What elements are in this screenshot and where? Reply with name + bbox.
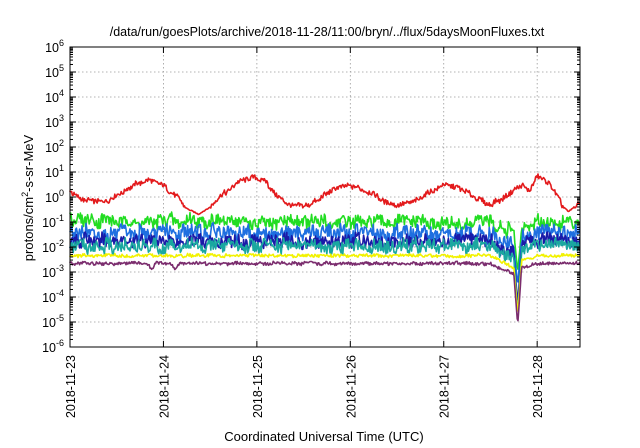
y-tick-label-exp: -2: [56, 238, 64, 248]
y-tick-label-base: 10: [45, 91, 59, 105]
y-tick-label-base: 10: [45, 191, 59, 205]
y-tick-label: 10-4: [42, 288, 64, 305]
y-tick-label-base: 10: [45, 116, 59, 130]
y-tick-label: 104: [45, 88, 64, 105]
y-tick-label-exp: 3: [59, 113, 64, 123]
y-tick-label-exp: 2: [59, 138, 64, 148]
y-tick-label: 102: [45, 138, 64, 155]
series-layer: [69, 173, 581, 322]
y-tick-label-base: 10: [42, 216, 56, 230]
y-tick-label-base: 10: [42, 316, 56, 330]
x-tick-label: 2018-11-27: [438, 355, 452, 418]
series-line-1: [69, 211, 581, 271]
y-tick-label-base: 10: [42, 266, 56, 280]
y-tick-label-exp: 6: [59, 38, 64, 48]
axis-ticks: [69, 46, 580, 348]
series-line-5: [69, 252, 581, 312]
y-axis-label-rest: -s-sr-MeV: [21, 134, 36, 191]
y-tick-label: 10-5: [42, 313, 64, 330]
y-tick-label-exp: 5: [59, 63, 64, 73]
y-tick-label: 103: [45, 113, 64, 130]
y-tick-label-base: 10: [45, 166, 59, 180]
y-tick-label: 101: [45, 163, 64, 180]
x-tick-labels: 2018-11-23 2018-11-24 2018-11-25 2018-11-26…: [64, 355, 545, 418]
x-tick-label: 2018-11-24: [157, 355, 171, 418]
y-tick-label-base: 10: [42, 241, 56, 255]
x-tick-label: 2018-11-28: [531, 355, 545, 418]
x-axis-label: Coordinated Universal Time (UTC): [224, 429, 423, 444]
y-tick-label-exp: 4: [59, 88, 64, 98]
y-tick-labels: 10-610-510-410-310-210-11001011021031041…: [42, 38, 64, 355]
y-tick-label-base: 10: [45, 66, 59, 80]
y-axis-label: protons/cm2-s-sr-MeV: [20, 134, 36, 261]
y-tick-label-exp: -1: [56, 213, 64, 223]
series-line-4: [69, 236, 581, 311]
y-axis-label-base: protons/cm: [21, 197, 36, 261]
y-tick-label-exp: -5: [56, 313, 64, 323]
y-tick-label: 10-6: [42, 338, 64, 355]
series-line-0: [69, 173, 581, 216]
x-tick-label: 2018-11-26: [344, 355, 358, 418]
x-tick-label: 2018-11-23: [64, 355, 78, 418]
series-line-6: [69, 260, 581, 322]
y-tick-label: 105: [45, 63, 64, 80]
y-tick-label-base: 10: [42, 341, 56, 355]
y-tick-label-exp: -6: [56, 338, 64, 348]
y-tick-label: 100: [45, 188, 64, 205]
y-tick-label: 10-2: [42, 238, 64, 255]
chart-title: /data/run/goesPlots/archive/2018-11-28/1…: [110, 25, 545, 39]
y-tick-label: 10-3: [42, 263, 64, 280]
y-tick-label-base: 10: [42, 291, 56, 305]
y-tick-label-exp: 1: [59, 163, 64, 173]
y-tick-label-exp: -4: [56, 288, 64, 298]
y-tick-label-exp: 0: [59, 188, 64, 198]
x-tick-label: 2018-11-25: [251, 355, 265, 418]
y-tick-label-base: 10: [45, 41, 59, 55]
y-tick-label: 10-1: [42, 213, 64, 230]
y-tick-label-base: 10: [45, 141, 59, 155]
y-tick-label: 106: [45, 38, 64, 55]
y-axis-label-sup: 2: [20, 192, 30, 197]
y-tick-label-exp: -3: [56, 263, 64, 273]
